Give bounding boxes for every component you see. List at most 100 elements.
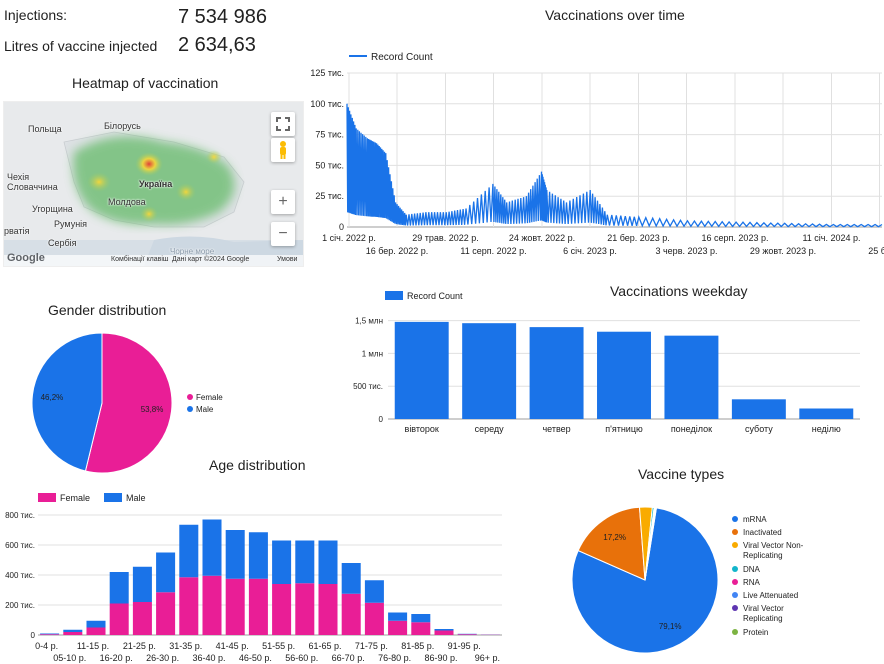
vaccine-legend-dot xyxy=(732,592,738,598)
age-bar-male xyxy=(179,524,199,578)
over-time-x-tick: 25 бе xyxy=(868,246,884,256)
gender-slice-label: 46,2% xyxy=(41,393,64,402)
vaccine-slice-label: 79,1% xyxy=(659,622,682,631)
gender-title: Gender distribution xyxy=(48,302,167,318)
age-y-tick: 200 тис. xyxy=(5,601,35,610)
vaccine-legend-label: Replicating xyxy=(743,551,783,560)
over-time-legend-label: Record Count xyxy=(371,52,433,63)
age-x-tick: 11-15 р. xyxy=(77,641,109,651)
weekday-title: Vaccinations weekday xyxy=(610,283,748,299)
weekday-x-tick: вівторок xyxy=(405,424,439,434)
age-bar-male xyxy=(86,620,106,628)
age-bar-male xyxy=(388,612,408,621)
map-terms-link[interactable]: Умови xyxy=(277,256,298,263)
fullscreen-glyph xyxy=(276,117,290,131)
age-x-tick: 05-10 р. xyxy=(53,653,86,663)
gender-chart: 53,8% 46,2% Female Male xyxy=(31,332,223,474)
age-y-tick: 400 тис. xyxy=(5,571,35,580)
weekday-y-tick: 1 млн xyxy=(362,349,383,358)
litres-value: 2 634,63 xyxy=(178,34,256,56)
age-bar-male xyxy=(156,552,176,593)
gender-legend-label: Male xyxy=(196,405,214,414)
age-bar-male xyxy=(434,629,454,631)
age-bar-female xyxy=(179,577,199,635)
age-legend-swatch xyxy=(104,493,122,502)
age-x-tick: 31-35 р. xyxy=(169,641,202,651)
weekday-y-tick: 1,5 млн xyxy=(355,317,383,326)
weekday-bar xyxy=(597,331,651,419)
over-time-x-tick: 11 січ. 2024 р. xyxy=(802,233,860,243)
map-label-serbia: Сербія xyxy=(48,238,77,248)
age-bar-female xyxy=(248,578,268,635)
vaccine-slice xyxy=(644,507,657,581)
over-time-y-tick: 125 тис. xyxy=(310,68,344,78)
map-label-black-sea: Чорне море xyxy=(170,247,215,256)
over-time-y-tick: 0 xyxy=(339,222,344,232)
weekday-bar xyxy=(799,408,854,419)
age-x-tick: 56-60 р. xyxy=(285,653,318,663)
map-data-text: Дані карт ©2024 Google xyxy=(172,256,250,263)
over-time-x-tick: 21 бер. 2023 р. xyxy=(607,233,670,243)
age-bar-female xyxy=(202,575,222,635)
map-label-belarus: Білорусь xyxy=(104,121,141,131)
over-time-y-tick: 25 тис. xyxy=(315,191,344,201)
map-label-croatia: рватія xyxy=(4,226,30,236)
over-time-x-tick: 3 черв. 2023 р. xyxy=(655,246,717,256)
over-time-x-tick: 16 бер. 2022 р. xyxy=(366,246,429,256)
age-bar-female xyxy=(156,592,176,635)
heatmap-map[interactable]: Польща Білорусь Чехія Словаччина Україна… xyxy=(3,101,304,267)
age-bar-male xyxy=(109,572,129,604)
map-label-romania: Румунія xyxy=(54,219,88,229)
zoom-in-button[interactable]: + xyxy=(271,190,295,214)
vaccine-legend-label: Viral Vector Non- xyxy=(743,541,804,550)
over-time-y-tick: 75 тис. xyxy=(315,130,344,140)
pegman-icon[interactable] xyxy=(271,138,295,162)
pegman-glyph xyxy=(280,141,286,159)
age-bar-female xyxy=(318,584,338,635)
vaccine-legend-dot xyxy=(732,629,738,635)
over-time-chart: Record Count 125 тис. 100 тис. 75 тис. 50 т… xyxy=(310,52,884,256)
map-shortcuts-link[interactable]: Комбінації клавіш xyxy=(111,256,169,263)
age-bar-male xyxy=(202,519,222,576)
age-x-tick: 46-50 р. xyxy=(239,653,272,663)
age-bar-female xyxy=(457,634,477,635)
vaccine-legend-dot xyxy=(732,542,738,548)
vaccine-chart: 79,1% 17,2% mRNA Inactivated Viral Vector No… xyxy=(571,506,804,654)
gender-legend-dot xyxy=(187,394,193,400)
age-bar-female xyxy=(63,632,83,635)
age-x-tick: 16-20 р. xyxy=(100,653,133,663)
map-label-slovakia: Словаччина xyxy=(7,182,58,192)
age-bar-female xyxy=(364,602,384,635)
age-title: Age distribution xyxy=(209,457,306,473)
age-bar-male xyxy=(225,530,245,579)
vaccine-legend-label: Live Attenuated xyxy=(743,591,798,600)
over-time-x-tick: 29 жовт. 2023 р. xyxy=(750,246,816,256)
weekday-x-tick: п'ятницю xyxy=(605,424,643,434)
age-x-tick: 71-75 р. xyxy=(355,641,388,651)
weekday-x-tick: неділю xyxy=(812,424,841,434)
weekday-x-tick: понеділок xyxy=(671,424,712,434)
age-bar-female xyxy=(295,583,315,635)
vaccine-legend-label: Viral Vector xyxy=(743,604,784,613)
age-bar-female xyxy=(411,622,431,635)
age-x-tick: 26-30 р. xyxy=(146,653,179,663)
weekday-legend-swatch xyxy=(385,291,403,300)
over-time-x-tick: 1 січ. 2022 р. xyxy=(322,233,376,243)
heatmap-title: Heatmap of vaccination xyxy=(72,75,219,91)
zoom-out-button[interactable]: − xyxy=(271,222,295,246)
over-time-x-tick: 24 жовт. 2022 р. xyxy=(509,233,575,243)
litres-label: Litres of vaccine injected xyxy=(4,38,158,54)
age-bar-male xyxy=(132,566,152,602)
age-legend-swatch xyxy=(38,493,56,502)
gender-slice-male xyxy=(31,332,103,472)
age-y-tick: 800 тис. xyxy=(5,511,35,520)
vaccine-legend-label: Protein xyxy=(743,628,768,637)
fullscreen-icon[interactable] xyxy=(271,112,295,136)
vaccine-legend-dot xyxy=(732,516,738,522)
age-bar-female xyxy=(434,630,454,635)
age-x-tick: 81-85 р. xyxy=(401,641,434,651)
gender-slice-female xyxy=(84,332,173,474)
map-label-ukraine: Україна xyxy=(139,179,173,189)
weekday-bar xyxy=(664,335,719,419)
map-label-moldova: Молдова xyxy=(108,197,146,207)
